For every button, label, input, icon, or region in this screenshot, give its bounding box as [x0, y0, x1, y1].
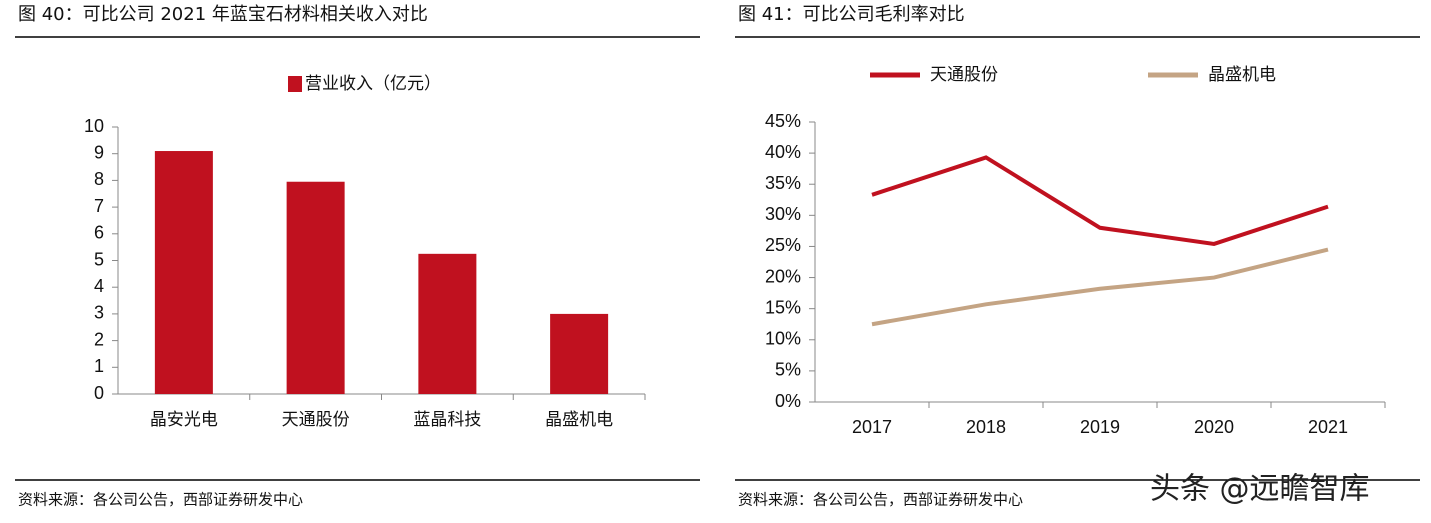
- y-tick-label: 6: [94, 223, 104, 243]
- y-tick-label: 0%: [775, 391, 801, 411]
- y-tick-label: 0: [94, 383, 104, 403]
- y-tick-label: 5: [94, 249, 104, 269]
- x-tick-label: 2019: [1080, 417, 1120, 437]
- legend-label: 晶盛机电: [1208, 65, 1276, 85]
- y-tick-label: 8: [94, 169, 104, 189]
- legend-label: 营业收入（亿元）: [305, 74, 441, 94]
- x-tick-label: 晶安光电: [150, 410, 218, 430]
- y-tick-label: 25%: [765, 235, 801, 255]
- y-tick-label: 7: [94, 196, 104, 216]
- bar: [154, 151, 213, 394]
- x-tick-label: 2021: [1308, 417, 1348, 437]
- line-series: [871, 155, 1329, 247]
- y-tick-label: 40%: [765, 142, 801, 162]
- chart-title: 图 41：可比公司毛利率对比: [738, 4, 965, 25]
- watermark: 头条 @远瞻智库: [1150, 472, 1370, 507]
- x-tick-label: 2020: [1194, 417, 1234, 437]
- legend-swatch: [288, 76, 302, 92]
- source: 资料来源：各公司公告，西部证券研发中心: [738, 491, 1023, 509]
- line-series: [871, 247, 1329, 327]
- y-tick-label: 10: [84, 116, 104, 136]
- bar: [418, 253, 477, 394]
- y-tick-label: 15%: [765, 297, 801, 317]
- x-tick-label: 天通股份: [282, 410, 350, 430]
- y-tick-label: 30%: [765, 204, 801, 224]
- bar: [286, 181, 345, 394]
- y-tick-label: 1: [94, 356, 104, 376]
- y-tick-label: 10%: [765, 329, 801, 349]
- y-tick-label: 3: [94, 303, 104, 323]
- x-tick-label: 蓝晶科技: [413, 410, 481, 430]
- y-tick-label: 9: [94, 142, 104, 162]
- y-tick-label: 4: [94, 276, 104, 296]
- source: 资料来源：各公司公告，西部证券研发中心: [18, 491, 303, 509]
- legend-label: 天通股份: [930, 65, 998, 85]
- y-tick-label: 35%: [765, 173, 801, 193]
- y-tick-label: 20%: [765, 266, 801, 286]
- chart-title: 图 40：可比公司 2021 年蓝宝石材料相关收入对比: [18, 4, 428, 25]
- x-tick-label: 2017: [852, 417, 892, 437]
- y-tick-label: 5%: [775, 360, 801, 380]
- x-tick-label: 2018: [966, 417, 1006, 437]
- y-tick-label: 2: [94, 329, 104, 349]
- x-tick-label: 晶盛机电: [545, 410, 613, 430]
- bar: [550, 313, 609, 394]
- y-tick-label: 45%: [765, 111, 801, 131]
